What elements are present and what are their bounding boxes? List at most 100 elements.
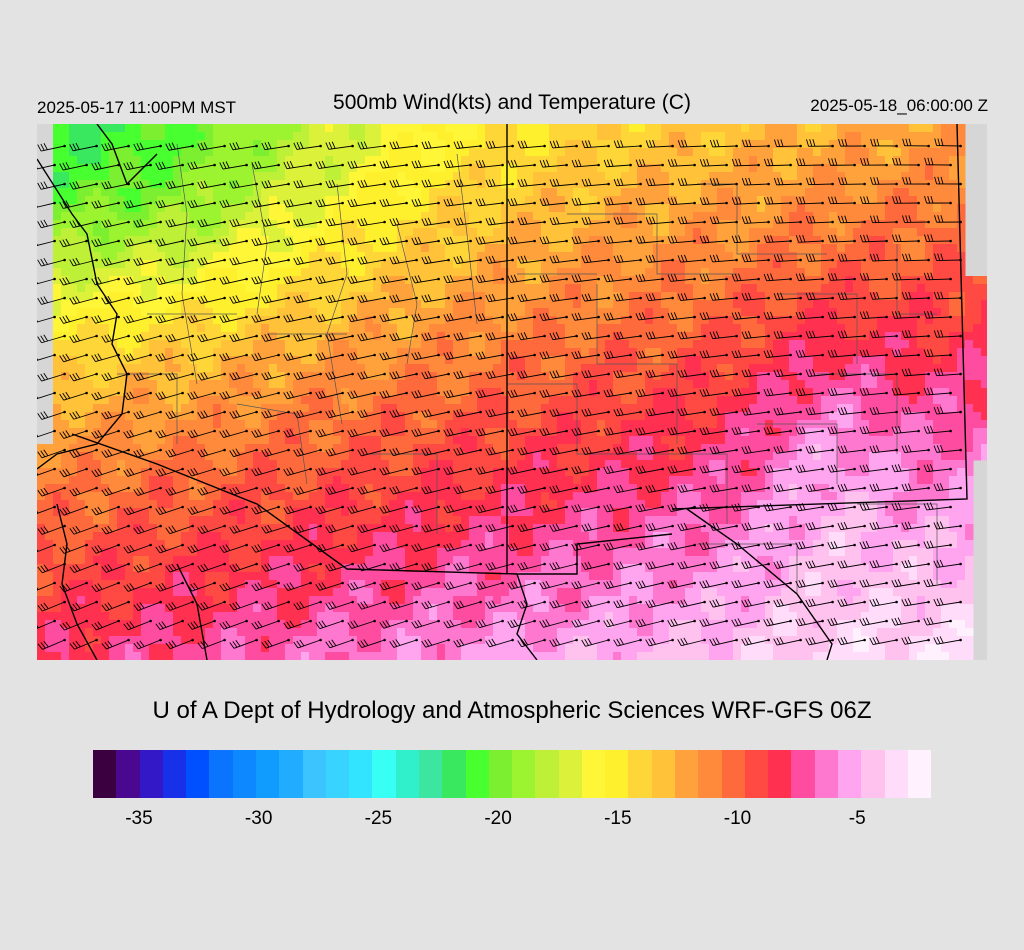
wind-barb <box>389 447 418 457</box>
wind-barb <box>645 369 674 378</box>
wind-barb <box>251 352 280 362</box>
wind-barb <box>773 637 802 646</box>
wind-barb <box>293 448 322 457</box>
wind-barb <box>101 410 130 420</box>
wind-barb <box>603 465 632 475</box>
wind-barb <box>901 253 930 262</box>
colorbar-swatch <box>512 750 536 798</box>
wind-barb <box>571 197 600 206</box>
wind-barb <box>357 638 386 649</box>
wind-barb <box>229 448 258 458</box>
wind-barb <box>165 218 194 228</box>
wind-barb <box>485 140 514 149</box>
wind-barb <box>571 389 600 398</box>
colorbar-labels: -35 -30 -25 -20 -15 -10 -5 <box>0 808 1024 838</box>
wind-barb <box>229 333 258 343</box>
wind-barb <box>123 276 152 286</box>
wind-barb <box>315 390 344 400</box>
wind-barb <box>699 273 728 282</box>
wind-barb <box>421 179 450 188</box>
wind-barb <box>837 253 866 262</box>
wind-barb <box>37 638 66 650</box>
wind-barb <box>838 177 866 186</box>
wind-barb <box>315 160 344 169</box>
wind-barb <box>283 352 312 361</box>
wind-barb <box>123 619 152 631</box>
wind-barb <box>357 141 386 150</box>
county-line <box>396 223 418 365</box>
wind-barb <box>795 273 824 282</box>
wind-barb <box>59 581 88 593</box>
wind-barb <box>229 218 258 228</box>
wind-barb <box>581 638 610 647</box>
wind-barb <box>91 619 120 631</box>
wind-barb <box>741 292 770 301</box>
wind-barb <box>837 445 866 454</box>
wind-barb <box>187 276 216 285</box>
wind-barb <box>507 466 536 475</box>
wind-barb <box>667 350 696 359</box>
county-line <box>236 403 308 485</box>
wind-barb <box>677 254 706 263</box>
wind-barb <box>795 158 824 167</box>
wind-barb <box>571 236 600 245</box>
wind-barb <box>411 275 440 284</box>
wind-barb <box>293 294 322 304</box>
wind-barb <box>293 180 322 189</box>
wind-barb <box>699 426 728 436</box>
wind-barb <box>155 161 184 170</box>
wind-barb <box>389 256 418 265</box>
wind-barb <box>357 447 386 457</box>
wind-barb <box>421 332 450 341</box>
wind-barb <box>293 562 322 572</box>
wind-barb <box>763 426 792 435</box>
wind-barb <box>613 254 642 264</box>
colorbar-swatch <box>372 750 396 798</box>
wind-barb <box>411 428 440 437</box>
wind-barb <box>219 314 248 323</box>
colorbar-swatch <box>418 750 443 798</box>
wind-barb <box>59 238 88 248</box>
wind-barb <box>453 179 482 188</box>
wind-barb <box>581 331 610 340</box>
wind-barb <box>357 179 386 188</box>
state-boundary <box>516 573 538 660</box>
wind-barb <box>741 369 770 378</box>
wind-barb <box>411 236 440 246</box>
wind-barb <box>37 315 56 323</box>
wind-barb <box>902 215 930 224</box>
wind-barb <box>603 580 632 590</box>
wind-barb <box>539 389 568 398</box>
wind-barb <box>69 448 98 459</box>
wind-barb <box>155 429 184 439</box>
wind-barb <box>421 485 450 495</box>
wind-barb <box>325 562 354 572</box>
wind-barb <box>485 370 514 379</box>
wind-barb <box>901 444 930 454</box>
wind-barb <box>645 331 674 340</box>
wind-barb <box>517 523 546 533</box>
wind-barb <box>165 448 194 458</box>
county-line <box>697 183 827 255</box>
wind-barb <box>571 580 600 590</box>
wind-barb <box>411 504 440 514</box>
wind-barb <box>443 428 472 437</box>
wind-barb <box>901 559 930 569</box>
wind-barb <box>741 177 770 186</box>
wind-barb <box>219 199 248 208</box>
wind-barb <box>859 617 888 626</box>
wind-barb <box>133 257 162 266</box>
wind-barb <box>389 409 418 418</box>
wind-barb <box>613 293 642 302</box>
wind-barb <box>219 505 248 515</box>
wind-barb <box>581 255 610 264</box>
wind-barb <box>197 180 226 189</box>
colorbar-tick-label: -15 <box>604 808 632 829</box>
wind-barb <box>645 293 674 302</box>
wind-barb <box>603 274 632 283</box>
wind-barb <box>741 637 770 646</box>
wind-barb <box>539 580 568 590</box>
wind-barb <box>645 254 674 263</box>
wind-barb <box>924 157 952 167</box>
wind-barb <box>699 618 728 627</box>
